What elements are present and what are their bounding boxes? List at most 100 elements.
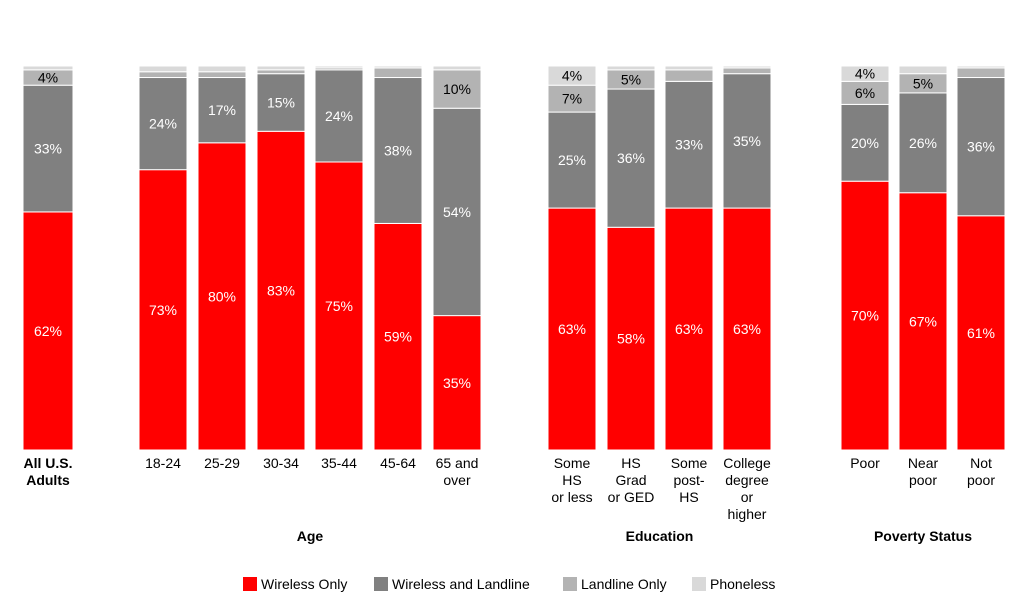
- category-label: All U.S. Adults: [23, 455, 72, 488]
- segment-phoneless: [956, 65, 1006, 69]
- bar-45-64: 59% 38%: [373, 65, 423, 451]
- legend-label-wireless-and-landline: Wireless and Landline: [392, 576, 530, 592]
- bar-college-degree-or-higher: 63% 35%: [722, 65, 772, 451]
- segment-wireless-only: [256, 130, 306, 451]
- segment-wireless-only: [197, 142, 247, 451]
- data-label: 17%: [208, 102, 236, 118]
- legend-swatch-phoneless: [692, 577, 706, 591]
- category-label: 25-29: [204, 455, 240, 471]
- segment-phoneless: [664, 65, 714, 71]
- category-label: 35-44: [321, 455, 357, 471]
- data-label: 58%: [617, 331, 645, 347]
- category-label: 65 and over: [436, 455, 479, 488]
- data-label: 36%: [617, 150, 645, 166]
- segment-phoneless: [314, 65, 364, 69]
- legend: Wireless Only Wireless and Landline Landli…: [243, 576, 775, 592]
- legend-label-wireless-only: Wireless Only: [261, 576, 347, 592]
- segment-phoneless: [547, 65, 597, 86]
- segment-phoneless: [373, 65, 423, 69]
- segment-phoneless: [432, 65, 482, 71]
- data-label: 33%: [34, 141, 62, 157]
- data-label: 54%: [443, 204, 471, 220]
- category-label: Some post-HS: [671, 455, 708, 505]
- data-label: 7%: [562, 91, 582, 107]
- data-label: 24%: [149, 116, 177, 132]
- data-label: 5%: [913, 75, 933, 91]
- segment-wireless-only: [373, 222, 423, 451]
- group-label: Education: [626, 528, 694, 544]
- segment-phoneless: [840, 65, 890, 82]
- bar-all-u-s-adults: 62% 33% 4%: [22, 65, 74, 451]
- data-label: 33%: [675, 137, 703, 153]
- data-label: 4%: [38, 70, 58, 86]
- data-label: 83%: [267, 283, 295, 299]
- segment-landline-only: [547, 84, 597, 113]
- segment-wireless-only: [956, 215, 1006, 451]
- segment-wireless-and-landline: [138, 77, 188, 171]
- segment-wireless-only: [432, 315, 482, 451]
- group-label: Poverty Status: [874, 528, 972, 544]
- segment-phoneless: [722, 65, 772, 69]
- data-label: 10%: [443, 81, 471, 97]
- segment-wireless-and-landline: [22, 84, 74, 213]
- bar-30-34: 83% 15%: [256, 65, 306, 451]
- bar-18-24: 73% 24%: [138, 65, 188, 451]
- segment-wireless-and-landline: [547, 111, 597, 209]
- data-label: 38%: [384, 142, 412, 158]
- legend-swatch-landline-only: [563, 577, 577, 591]
- bar-65-and-over: 35% 54% 10%: [432, 65, 482, 451]
- data-label: 25%: [558, 152, 586, 168]
- segment-wireless-only: [547, 207, 597, 451]
- data-label: 26%: [909, 135, 937, 151]
- group-label: Age: [297, 528, 324, 544]
- data-label: 36%: [967, 139, 995, 155]
- segment-landline-only: [664, 69, 714, 82]
- data-label: 5%: [621, 71, 641, 87]
- segment-wireless-and-landline: [956, 77, 1006, 217]
- data-label: 15%: [267, 94, 295, 110]
- segment-phoneless: [256, 65, 306, 71]
- segment-landline-only: [197, 71, 247, 79]
- segment-landline-only: [256, 69, 306, 75]
- segment-wireless-only: [22, 211, 74, 451]
- segment-phoneless: [898, 65, 948, 75]
- bar-near-poor: 67% 26% 5%: [898, 65, 948, 451]
- data-label: 63%: [558, 321, 586, 337]
- segment-landline-only: [373, 67, 423, 79]
- data-label: 63%: [733, 321, 761, 337]
- segment-wireless-and-landline: [256, 73, 306, 132]
- segment-wireless-only: [314, 161, 364, 451]
- segment-landline-only: [722, 67, 772, 75]
- legend-swatch-wireless-and-landline: [374, 577, 388, 591]
- data-label: 4%: [562, 68, 582, 84]
- data-label: 75%: [325, 298, 353, 314]
- data-label: 73%: [149, 302, 177, 318]
- bar-25-29: 80% 17%: [197, 65, 247, 451]
- segment-wireless-and-landline: [664, 80, 714, 209]
- data-label: 63%: [675, 321, 703, 337]
- segment-wireless-only: [138, 169, 188, 451]
- data-label: 24%: [325, 108, 353, 124]
- segment-wireless-and-landline: [898, 92, 948, 194]
- segment-phoneless: [22, 65, 74, 71]
- category-label: 30-34: [263, 455, 299, 471]
- category-label: 18-24: [145, 455, 181, 471]
- data-label: 20%: [851, 135, 879, 151]
- segment-phoneless: [138, 65, 188, 73]
- bar-35-44: 75% 24%: [314, 65, 364, 451]
- legend-label-landline-only: Landline Only: [581, 576, 667, 592]
- category-label: Near poor: [908, 455, 939, 488]
- segment-wireless-only: [606, 226, 656, 451]
- segment-wireless-only: [840, 180, 890, 451]
- segment-landline-only: [432, 69, 482, 109]
- segment-phoneless: [606, 65, 656, 71]
- segment-wireless-only: [898, 192, 948, 451]
- segment-landline-only: [956, 67, 1006, 79]
- data-label: 80%: [208, 288, 236, 304]
- legend-swatch-wireless-only: [243, 577, 257, 591]
- segment-landline-only: [138, 71, 188, 79]
- segment-wireless-and-landline: [432, 107, 482, 317]
- bars-layer: 62% 33% 4% 73% 24% 80% 17% 83% 15% 75% 24% 59% 38% 35…: [22, 65, 1006, 451]
- bar-not-poor: 61% 36%: [956, 65, 1006, 451]
